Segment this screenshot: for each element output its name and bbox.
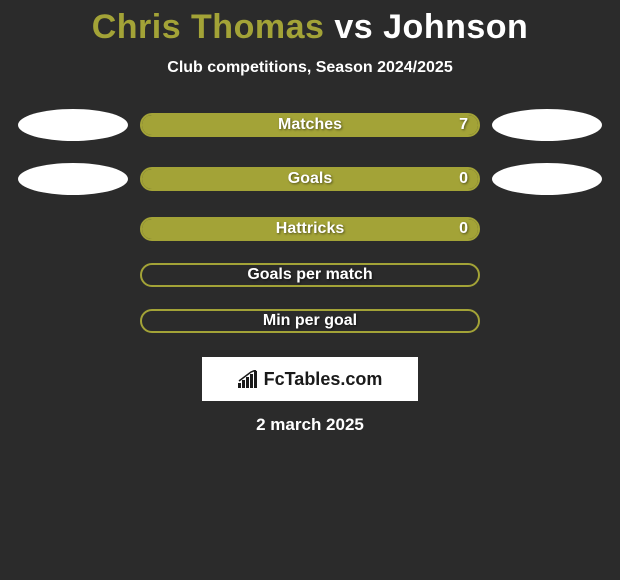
- bar-label: Goals: [288, 170, 332, 188]
- stat-row: Min per goal: [18, 309, 602, 333]
- bar-value: 7: [459, 116, 468, 134]
- player2-name: Johnson: [383, 8, 528, 46]
- bar-label: Goals per match: [247, 266, 372, 284]
- stat-bar: Goals per match: [140, 263, 480, 287]
- comparison-card: Chris Thomas vs Johnson Club competition…: [0, 0, 620, 435]
- logo: FcTables.com: [238, 369, 383, 390]
- bar-label: Min per goal: [263, 312, 357, 330]
- stat-row: Hattricks 0: [18, 217, 602, 241]
- bar-label: Hattricks: [276, 220, 344, 238]
- page-title: Chris Thomas vs Johnson: [92, 8, 529, 47]
- ellipse-left: [18, 109, 128, 141]
- vs-label: vs: [334, 8, 373, 46]
- stat-bar: Matches 7: [140, 113, 480, 137]
- stats-container: Matches 7 Goals 0 Hattricks 0 Goals per match M…: [18, 109, 602, 355]
- stat-row: Matches 7: [18, 109, 602, 141]
- stat-row: Goals per match: [18, 263, 602, 287]
- bars-icon: [238, 370, 260, 388]
- player1-name: Chris Thomas: [92, 8, 325, 46]
- bar-label: Matches: [278, 116, 342, 134]
- stat-bar: Hattricks 0: [140, 217, 480, 241]
- stat-bar: Goals 0: [140, 167, 480, 191]
- ellipse-right: [492, 163, 602, 195]
- stat-bar: Min per goal: [140, 309, 480, 333]
- bar-value: 0: [459, 220, 468, 238]
- date-label: 2 march 2025: [256, 415, 364, 435]
- ellipse-right: [492, 109, 602, 141]
- stat-row: Goals 0: [18, 163, 602, 195]
- ellipse-left: [18, 163, 128, 195]
- subtitle: Club competitions, Season 2024/2025: [167, 59, 452, 77]
- logo-text: FcTables.com: [264, 369, 383, 390]
- bar-value: 0: [459, 170, 468, 188]
- logo-box: FcTables.com: [202, 357, 418, 401]
